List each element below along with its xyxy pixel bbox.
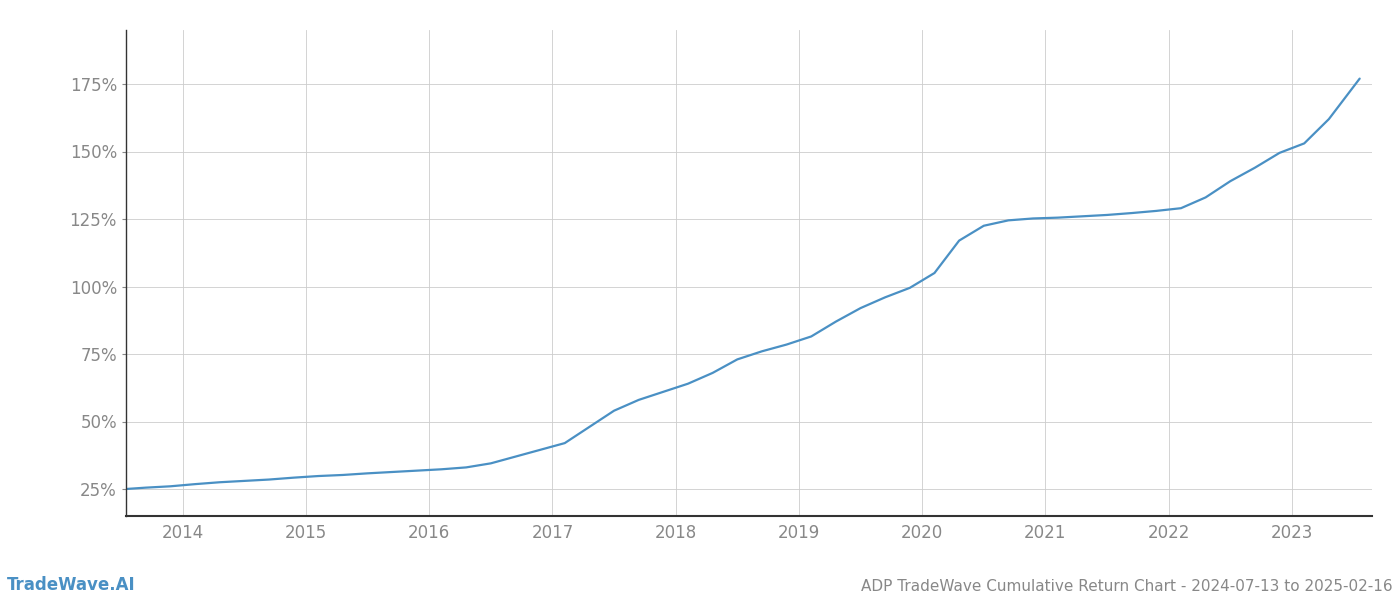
Text: ADP TradeWave Cumulative Return Chart - 2024-07-13 to 2025-02-16: ADP TradeWave Cumulative Return Chart - … xyxy=(861,579,1393,594)
Text: TradeWave.AI: TradeWave.AI xyxy=(7,576,136,594)
